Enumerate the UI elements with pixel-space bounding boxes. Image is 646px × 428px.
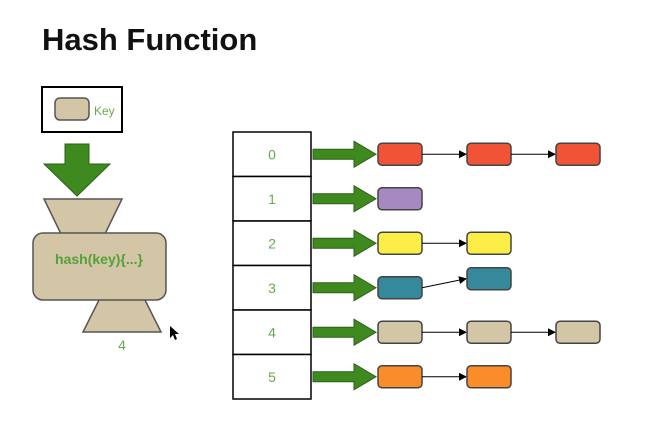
pointer-arrow-icon bbox=[312, 362, 377, 391]
bucket-row-1: 1 bbox=[232, 175, 423, 222]
hash-table: 0 1 2 3 4 5 bbox=[232, 131, 601, 400]
entry-node bbox=[377, 320, 423, 344]
entry-node bbox=[377, 365, 423, 389]
pointer-arrow-icon bbox=[312, 318, 377, 347]
bucket-row-3: 3 bbox=[232, 264, 512, 311]
pointer-arrow-icon bbox=[312, 273, 377, 302]
bucket-index: 2 bbox=[268, 235, 276, 251]
entry-node bbox=[466, 142, 512, 166]
hash-function-label: hash(key){...} bbox=[55, 251, 143, 267]
pointer-arrow-icon bbox=[312, 229, 377, 258]
bucket-index: 4 bbox=[268, 324, 276, 340]
hash-function-shape: hash(key){...} 4 bbox=[32, 198, 167, 353]
entry-node bbox=[466, 267, 512, 291]
bucket-row-2: 2 bbox=[232, 220, 512, 267]
pointer-arrow-icon bbox=[312, 184, 377, 213]
page-title: Hash Function bbox=[42, 22, 258, 57]
key-label: Key bbox=[94, 104, 115, 118]
link-arrow bbox=[421, 276, 467, 289]
key-swatch bbox=[54, 97, 90, 121]
entry-node bbox=[466, 365, 512, 389]
bucket-row-4: 4 bbox=[232, 309, 601, 356]
hash-output-value: 4 bbox=[118, 337, 126, 353]
entry-node bbox=[555, 320, 601, 344]
mouse-cursor-icon bbox=[170, 326, 179, 340]
entry-node bbox=[466, 231, 512, 255]
down-arrow-icon bbox=[42, 143, 112, 197]
bucket-index: 3 bbox=[268, 280, 276, 296]
key-box: Key bbox=[41, 86, 123, 133]
entry-node bbox=[377, 276, 423, 300]
pointer-arrow-icon bbox=[312, 140, 377, 169]
bucket-index: 1 bbox=[268, 191, 276, 207]
bucket-index: 5 bbox=[268, 369, 276, 385]
entry-node bbox=[377, 142, 423, 166]
bucket-row-0: 0 bbox=[232, 131, 601, 178]
entry-node bbox=[377, 231, 423, 255]
entry-node bbox=[377, 187, 423, 211]
bucket-row-5: 5 bbox=[232, 353, 512, 400]
bucket-cell bbox=[232, 220, 312, 267]
bucket-cell bbox=[232, 175, 312, 222]
entry-node bbox=[555, 142, 601, 166]
bucket-index: 0 bbox=[268, 146, 276, 162]
bucket-cell bbox=[232, 353, 312, 400]
entry-node bbox=[466, 320, 512, 344]
bucket-cell bbox=[232, 131, 312, 178]
